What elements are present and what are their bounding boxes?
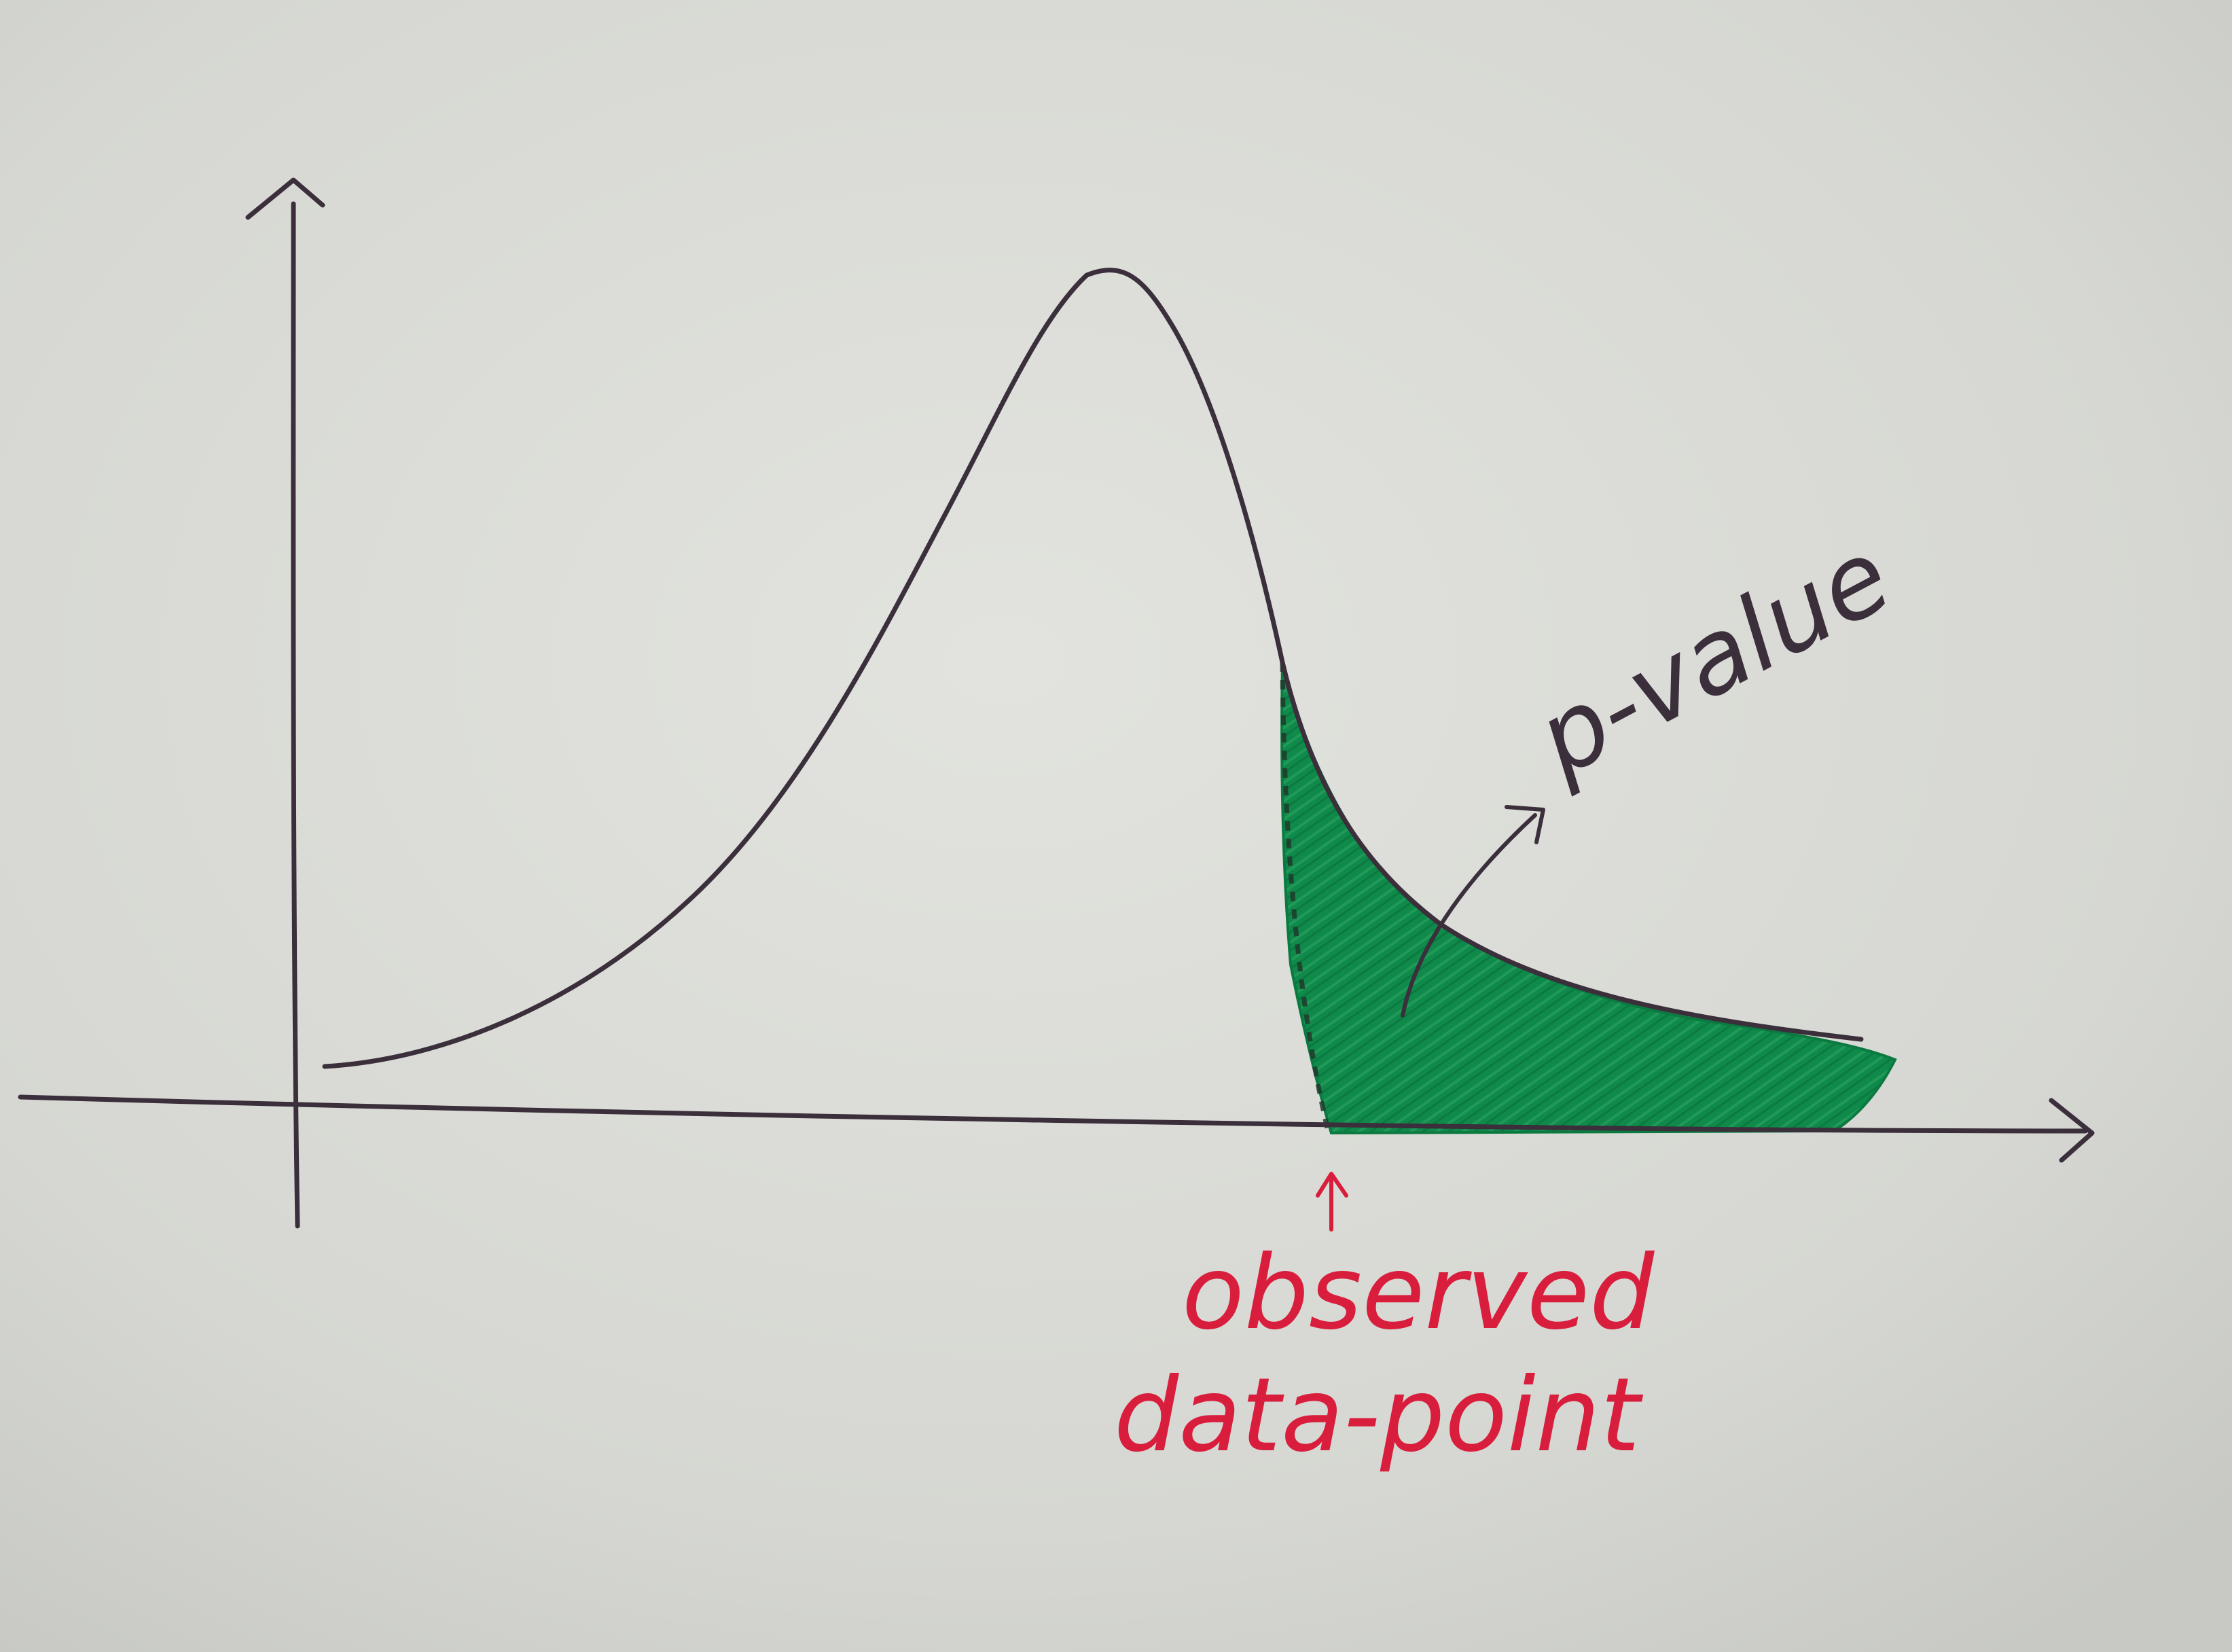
y-axis [291, 201, 300, 1229]
x-axis-arrow-icon [2049, 1098, 2095, 1163]
observed-boundary-line [1280, 662, 1331, 1132]
p-value-arrow [1401, 813, 1537, 1018]
observed-label-line1: observed [1182, 1234, 1655, 1352]
p-value-arrow-icon [1505, 805, 1545, 844]
x-axis [18, 1094, 2088, 1134]
observed-label-line2: data-point [1114, 1357, 1644, 1475]
y-axis-arrow-icon [245, 177, 325, 220]
observed-arrow-icon [1316, 1172, 1348, 1198]
